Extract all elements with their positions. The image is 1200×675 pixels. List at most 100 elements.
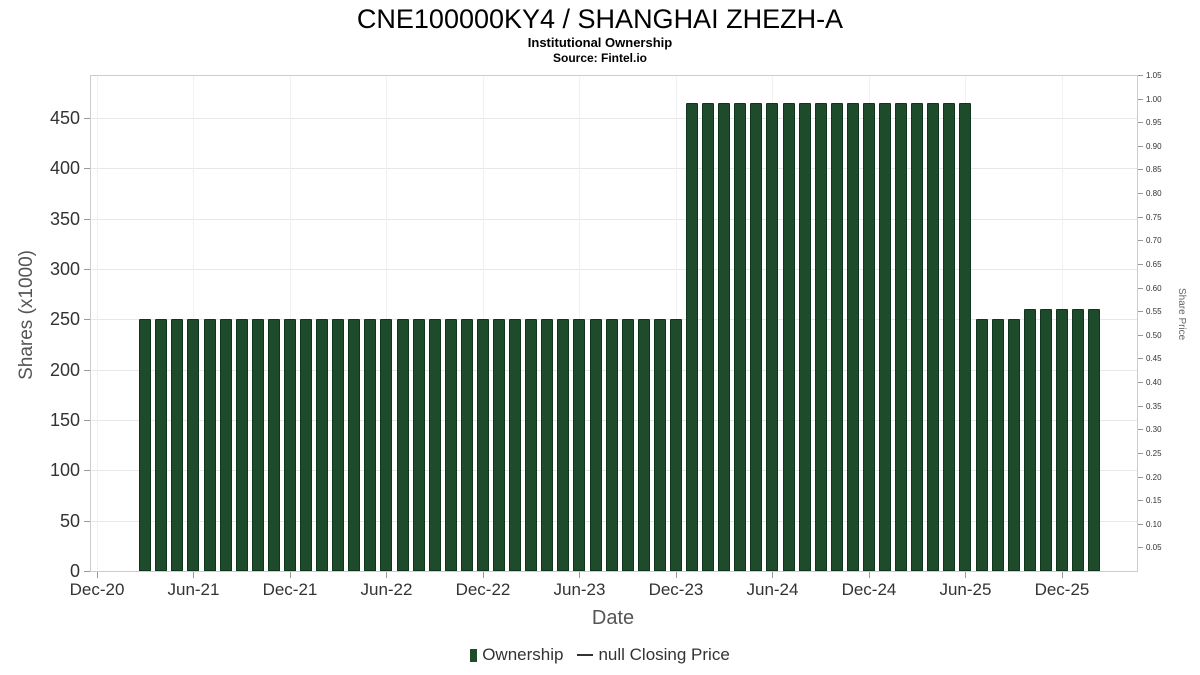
ownership-bar: [862, 102, 875, 571]
left-y-tick-label: 100: [49, 460, 80, 481]
ownership-bar: [1088, 309, 1101, 571]
ownership-bar: [509, 319, 522, 571]
left-y-tick-label: 250: [49, 309, 80, 330]
ownership-bar: [235, 319, 248, 571]
x-axis-title: Date: [591, 607, 635, 629]
left-axis-tickmark: [84, 218, 90, 220]
ownership-bar: [300, 319, 313, 571]
right-y-tick-label: 0.10: [1146, 519, 1162, 529]
right-y-tick-label: 0.35: [1146, 401, 1162, 411]
ownership-bar: [557, 319, 570, 571]
x-axis-tickmark: [772, 572, 774, 578]
right-y-tick-label: 0.25: [1146, 448, 1162, 458]
legend: Ownership null Closing Price: [0, 645, 1200, 665]
ownership-bar: [814, 102, 827, 571]
right-axis-tickmark: [1138, 216, 1143, 218]
ownership-bar: [155, 319, 168, 571]
right-axis-tickmark: [1138, 523, 1143, 525]
ownership-bar: [332, 319, 345, 571]
left-y-tick-label: 350: [49, 208, 80, 229]
right-axis-tickmark: [1138, 122, 1143, 124]
gridline-horizontal: [91, 218, 1137, 220]
ownership-bar: [895, 102, 908, 571]
x-tick-label: Dec-24: [841, 580, 897, 599]
ownership-bar: [364, 319, 377, 571]
gridline-horizontal: [91, 269, 1137, 270]
ownership-bar: [283, 319, 296, 571]
right-axis-tickmark: [1138, 429, 1143, 431]
right-y-tick-label: 0.70: [1146, 236, 1162, 246]
x-axis-tickmark: [965, 572, 967, 578]
left-y-tick-label: 50: [59, 510, 80, 531]
x-axis-tickmark: [193, 572, 195, 578]
right-axis-tickmark: [1138, 358, 1143, 360]
x-tick-label: Jun-24: [746, 580, 799, 599]
ownership-bar: [380, 319, 393, 571]
ownership-bar: [975, 319, 988, 571]
right-y-tick-label: 0.40: [1146, 378, 1162, 388]
ownership-bar: [187, 319, 200, 571]
ownership-bar: [251, 319, 264, 571]
ownership-bar: [830, 102, 843, 571]
ownership-bar: [943, 102, 956, 571]
chart-subtitle: Institutional Ownership: [527, 35, 673, 50]
ownership-bar: [1072, 309, 1085, 571]
right-y-tick-label: 0.30: [1146, 425, 1162, 435]
x-axis-tickmark: [579, 572, 581, 578]
right-axis-tickmark: [1138, 476, 1143, 478]
ownership-bar: [541, 319, 554, 571]
x-axis-tickmark: [675, 572, 677, 578]
ownership-bar: [991, 319, 1004, 571]
right-axis-tickmark: [1138, 98, 1143, 100]
left-axis-tickmark: [84, 269, 90, 270]
ownership-bar: [879, 102, 892, 571]
right-axis-tickmark: [1138, 452, 1143, 454]
right-axis-tickmark: [1138, 263, 1143, 265]
ownership-bar: [412, 319, 425, 571]
x-tick-label: Jun-25: [939, 580, 992, 599]
left-axis-tickmark: [84, 319, 90, 321]
ownership-bar: [846, 102, 859, 571]
right-y-tick-label: 0.95: [1146, 118, 1162, 128]
gridline-horizontal: [91, 168, 1137, 170]
x-axis-tickmark: [868, 572, 870, 578]
right-y-tick-label: 0.50: [1146, 330, 1162, 340]
right-axis-tickmark: [1138, 287, 1143, 289]
left-axis-tickmark: [84, 420, 90, 421]
ownership-bar: [1007, 319, 1020, 571]
x-axis-tickmark: [1061, 572, 1063, 578]
ownership-bar: [428, 319, 441, 571]
right-axis-tickmark: [1138, 193, 1143, 195]
right-y-tick-label: 0.15: [1146, 496, 1162, 506]
right-y-tick-label: 0.05: [1146, 543, 1162, 553]
x-tick-label: Dec-21: [262, 580, 318, 599]
right-axis-tickmark: [1138, 169, 1143, 171]
left-y-tick-label: 400: [49, 158, 80, 179]
x-axis-tickmark: [482, 572, 484, 578]
ownership-bar: [734, 102, 747, 571]
legend-item-closing-price[interactable]: null Closing Price: [577, 645, 730, 665]
ownership-bar: [525, 319, 538, 571]
left-axis-tickmark: [84, 118, 90, 119]
ownership-bar: [444, 319, 457, 571]
right-axis-tickmark: [1138, 145, 1143, 147]
ownership-bar: [669, 319, 682, 571]
left-y-tick-label: 450: [49, 108, 80, 128]
legend-label-ownership: Ownership: [482, 645, 564, 664]
x-axis-tickmark: [386, 572, 388, 578]
legend-item-ownership[interactable]: Ownership: [470, 645, 563, 665]
ownership-bar: [493, 319, 506, 571]
right-y-tick-label: 0.85: [1146, 165, 1162, 175]
ownership-bar: [959, 102, 972, 571]
ownership-bar: [589, 319, 602, 571]
left-y-tick-label: 300: [49, 259, 80, 279]
right-y-tick-label: 0.20: [1146, 472, 1162, 482]
left-y-tick-label: 150: [49, 410, 80, 430]
right-y-tick-label: 0.60: [1146, 283, 1162, 293]
right-axis-tickmark: [1138, 311, 1143, 313]
ownership-bar: [702, 102, 715, 571]
right-y-tick-label: 1.05: [1146, 71, 1162, 80]
ownership-bar: [316, 319, 329, 571]
right-axis-tickmark: [1138, 547, 1143, 549]
right-axis-tickmark: [1138, 382, 1143, 384]
